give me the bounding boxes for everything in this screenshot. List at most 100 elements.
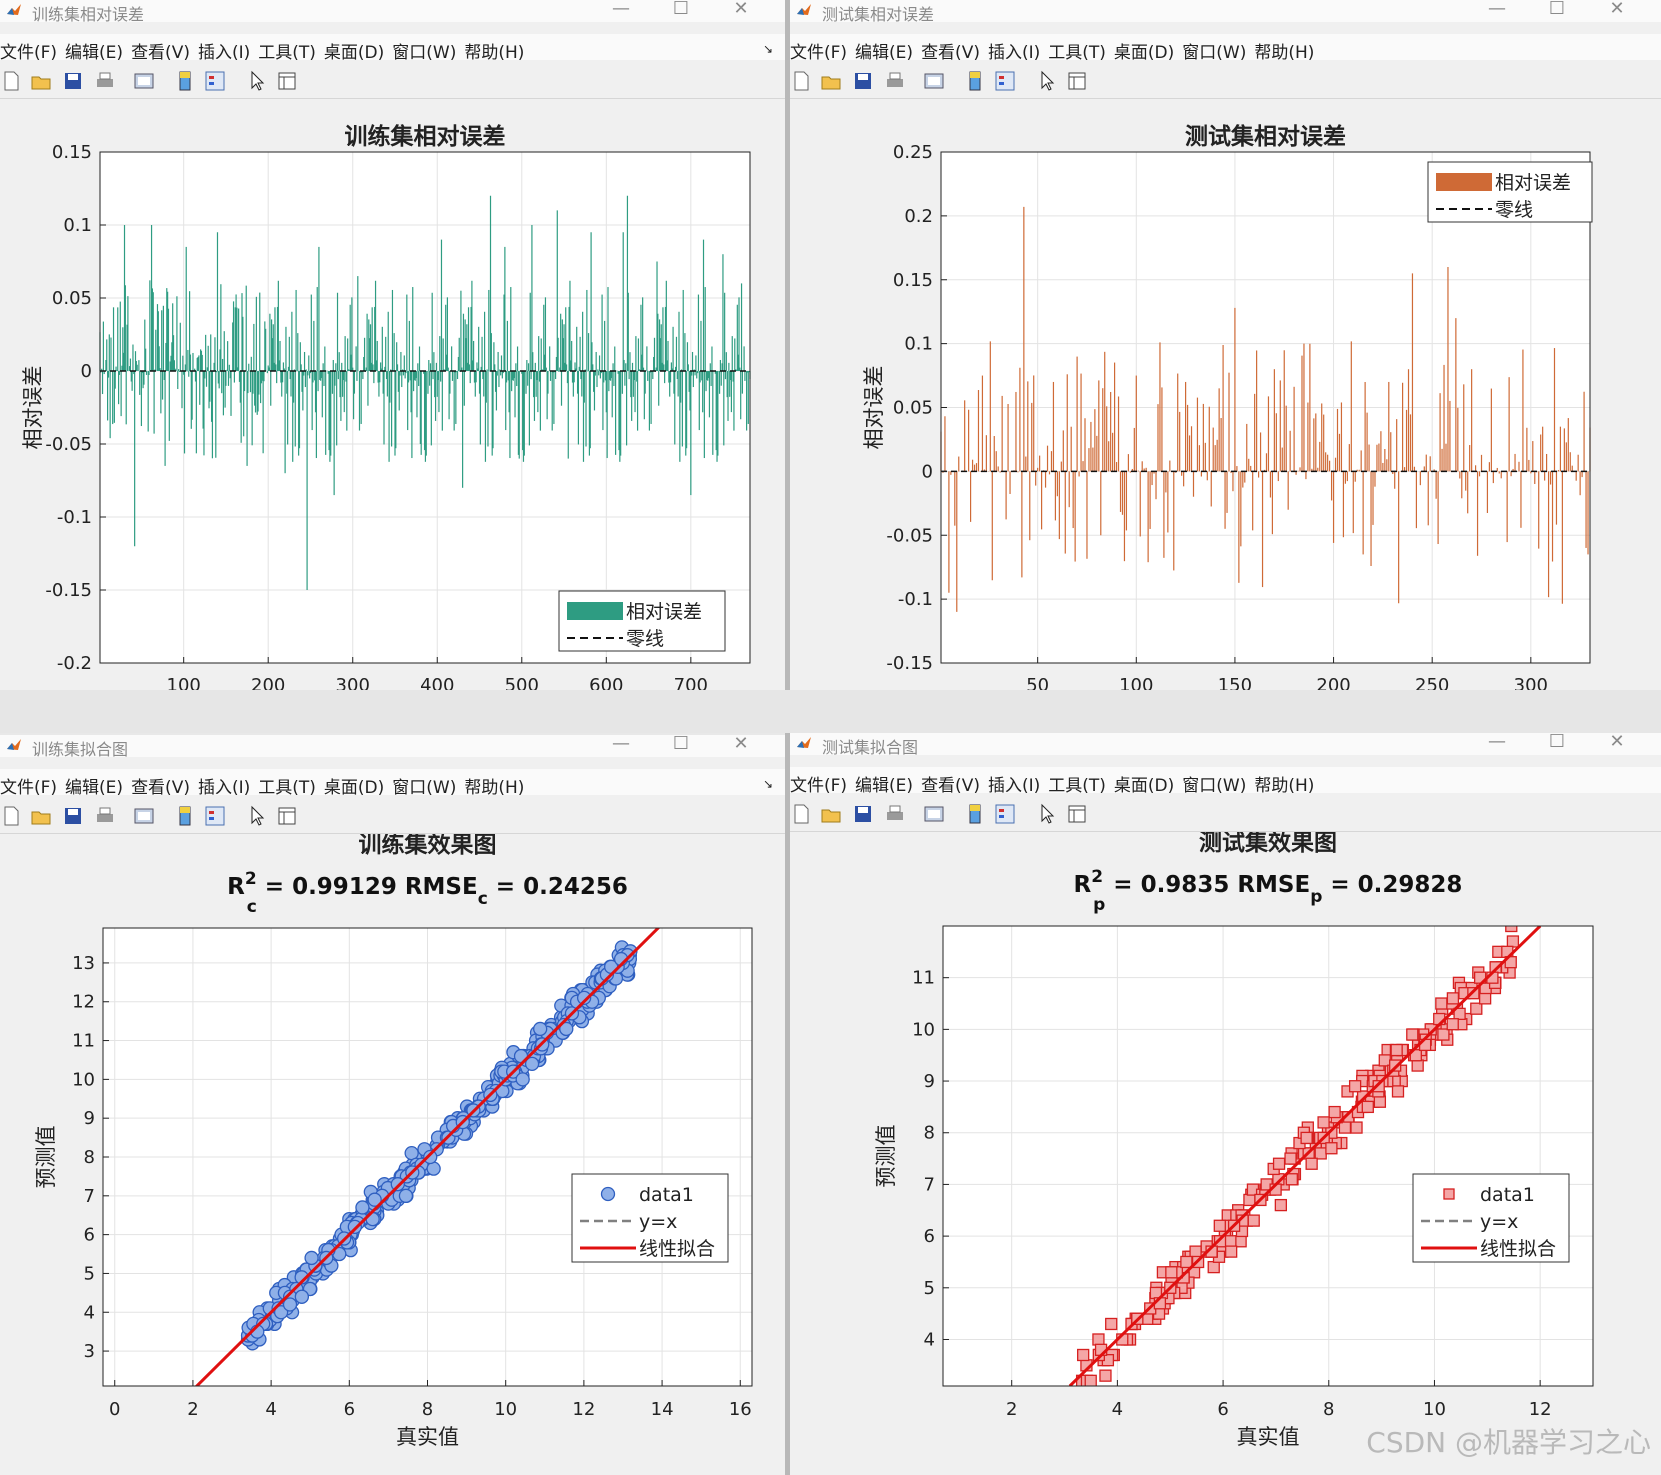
close-icon[interactable]: ✕	[733, 735, 749, 754]
close-icon[interactable]: ✕	[733, 0, 749, 19]
menu-view[interactable]: 查看(V)	[921, 43, 980, 63]
menu-view[interactable]: 查看(V)	[131, 43, 190, 63]
print-icon[interactable]	[884, 70, 906, 92]
menu-desktop[interactable]: 桌面(D)	[1113, 43, 1175, 63]
test-fit-chart[interactable]: 2 4 6 8 10 12 4 5 6 7 8 9 10 11 测试集效果图 R2 p = 0.9835 RMS…	[790, 829, 1661, 1475]
legend-icon[interactable]	[994, 803, 1016, 825]
save-icon[interactable]	[852, 70, 874, 92]
title-bar[interactable]: 测试集拟合图 — ☐ ✕	[790, 733, 1661, 757]
data-point	[1084, 1374, 1097, 1386]
menu-insert[interactable]: 插入(I)	[197, 43, 251, 63]
print-icon[interactable]	[94, 70, 116, 92]
title-bar[interactable]: 训练集拟合图 — ☐ ✕	[0, 735, 785, 759]
legend-icon[interactable]	[994, 70, 1016, 92]
dock-arrow-icon[interactable]: ↘	[762, 777, 773, 791]
menu-help[interactable]: 帮助(H)	[1254, 776, 1315, 796]
print-preview-icon[interactable]	[133, 805, 155, 827]
menu-edit[interactable]: 编辑(E)	[65, 778, 124, 798]
dock-arrow-icon[interactable]: ↘	[762, 42, 773, 56]
pointer-icon[interactable]	[1036, 70, 1058, 92]
minimize-icon[interactable]: —	[612, 0, 630, 19]
print-preview-icon[interactable]	[133, 70, 155, 92]
menu-help[interactable]: 帮助(H)	[464, 778, 525, 798]
menu-file[interactable]: 文件(F)	[0, 778, 58, 798]
save-icon[interactable]	[852, 803, 874, 825]
menu-tools[interactable]: 工具(T)	[1048, 43, 1106, 63]
close-icon[interactable]: ✕	[1609, 0, 1625, 19]
legend-label: 零线	[1495, 199, 1533, 221]
legend-icon[interactable]	[204, 805, 226, 827]
menu-insert[interactable]: 插入(I)	[987, 43, 1041, 63]
legend-icon[interactable]	[204, 70, 226, 92]
menu-insert[interactable]: 插入(I)	[197, 778, 251, 798]
open-folder-icon[interactable]	[30, 805, 52, 827]
minimize-icon[interactable]: —	[612, 735, 630, 754]
menu-edit[interactable]: 编辑(E)	[65, 43, 124, 63]
save-icon[interactable]	[62, 805, 84, 827]
menu-file[interactable]: 文件(F)	[790, 776, 848, 796]
close-icon[interactable]: ✕	[1609, 733, 1625, 752]
property-inspector-icon[interactable]	[1066, 70, 1088, 92]
stats-line: R2 c = 0.99129 RMSEc = 0.24256	[227, 869, 628, 917]
menu-help[interactable]: 帮助(H)	[1254, 43, 1315, 63]
minimize-icon[interactable]: —	[1488, 733, 1506, 752]
maximize-icon[interactable]: ☐	[672, 735, 690, 754]
open-folder-icon[interactable]	[30, 70, 52, 92]
pointer-icon[interactable]	[246, 805, 268, 827]
property-inspector-icon[interactable]	[276, 805, 298, 827]
data-point	[1300, 1131, 1313, 1145]
colorbar-icon[interactable]	[964, 70, 986, 92]
menu-tools[interactable]: 工具(T)	[258, 43, 316, 63]
menu-tools[interactable]: 工具(T)	[258, 778, 316, 798]
menu-view[interactable]: 查看(V)	[921, 776, 980, 796]
test-error-chart[interactable]: 50 100 150 200 250 300 0.25 0.2 0.15 0.1 0.05 0 -0.0…	[790, 99, 1661, 690]
maximize-icon[interactable]: ☐	[1548, 0, 1566, 19]
print-preview-icon[interactable]	[923, 70, 945, 92]
property-inspector-icon[interactable]	[276, 70, 298, 92]
menu-window[interactable]: 窗口(W)	[1182, 776, 1247, 796]
menu-tools[interactable]: 工具(T)	[1048, 776, 1106, 796]
title-bar[interactable]: 测试集相对误差 — ☐ ✕	[790, 0, 1661, 24]
menu-view[interactable]: 查看(V)	[131, 778, 190, 798]
data-point	[426, 1161, 441, 1176]
new-file-icon[interactable]	[790, 803, 812, 825]
menu-edit[interactable]: 编辑(E)	[855, 43, 914, 63]
menu-file[interactable]: 文件(F)	[790, 43, 848, 63]
menu-insert[interactable]: 插入(I)	[987, 776, 1041, 796]
colorbar-icon[interactable]	[174, 805, 196, 827]
minimize-icon[interactable]: —	[1488, 0, 1506, 19]
data-point	[1338, 1121, 1352, 1134]
property-inspector-icon[interactable]	[1066, 803, 1088, 825]
menu-desktop[interactable]: 桌面(D)	[323, 778, 385, 798]
menu-window[interactable]: 窗口(W)	[392, 43, 457, 63]
menu-desktop[interactable]: 桌面(D)	[323, 43, 385, 63]
print-preview-icon[interactable]	[923, 803, 945, 825]
menu-window[interactable]: 窗口(W)	[1182, 43, 1247, 63]
colorbar-icon[interactable]	[174, 70, 196, 92]
print-icon[interactable]	[884, 803, 906, 825]
maximize-icon[interactable]: ☐	[1548, 733, 1566, 752]
legend-swatch	[1436, 173, 1492, 191]
pointer-icon[interactable]	[1036, 803, 1058, 825]
title-bar[interactable]: 训练集相对误差 — ☐ ✕	[0, 0, 785, 24]
menu-edit[interactable]: 编辑(E)	[855, 776, 914, 796]
y-tick-label: -0.1	[898, 589, 933, 610]
menu-help[interactable]: 帮助(H)	[464, 43, 525, 63]
menu-window[interactable]: 窗口(W)	[392, 778, 457, 798]
colorbar-icon[interactable]	[964, 803, 986, 825]
data-point	[1272, 1157, 1286, 1170]
pointer-icon[interactable]	[246, 70, 268, 92]
print-icon[interactable]	[94, 805, 116, 827]
open-folder-icon[interactable]	[820, 70, 842, 92]
menu-desktop[interactable]: 桌面(D)	[1113, 776, 1175, 796]
save-icon[interactable]	[62, 70, 84, 92]
new-file-icon[interactable]	[0, 805, 22, 827]
new-file-icon[interactable]	[0, 70, 22, 92]
train-fit-chart[interactable]: 0 2 4 6 8 10 12 14 16 3 4 5 6 7 8 9 10 11 12 13 训练集效果图 R2 c = …	[0, 831, 785, 1475]
open-folder-icon[interactable]	[820, 803, 842, 825]
maximize-icon[interactable]: ☐	[672, 0, 690, 19]
menu-file[interactable]: 文件(F)	[0, 43, 58, 63]
train-error-chart[interactable]: 100 200 300 400 500 600 700 0.15 0.1 0.05 0 -0.05 -0…	[0, 99, 785, 690]
new-file-icon[interactable]	[790, 70, 812, 92]
